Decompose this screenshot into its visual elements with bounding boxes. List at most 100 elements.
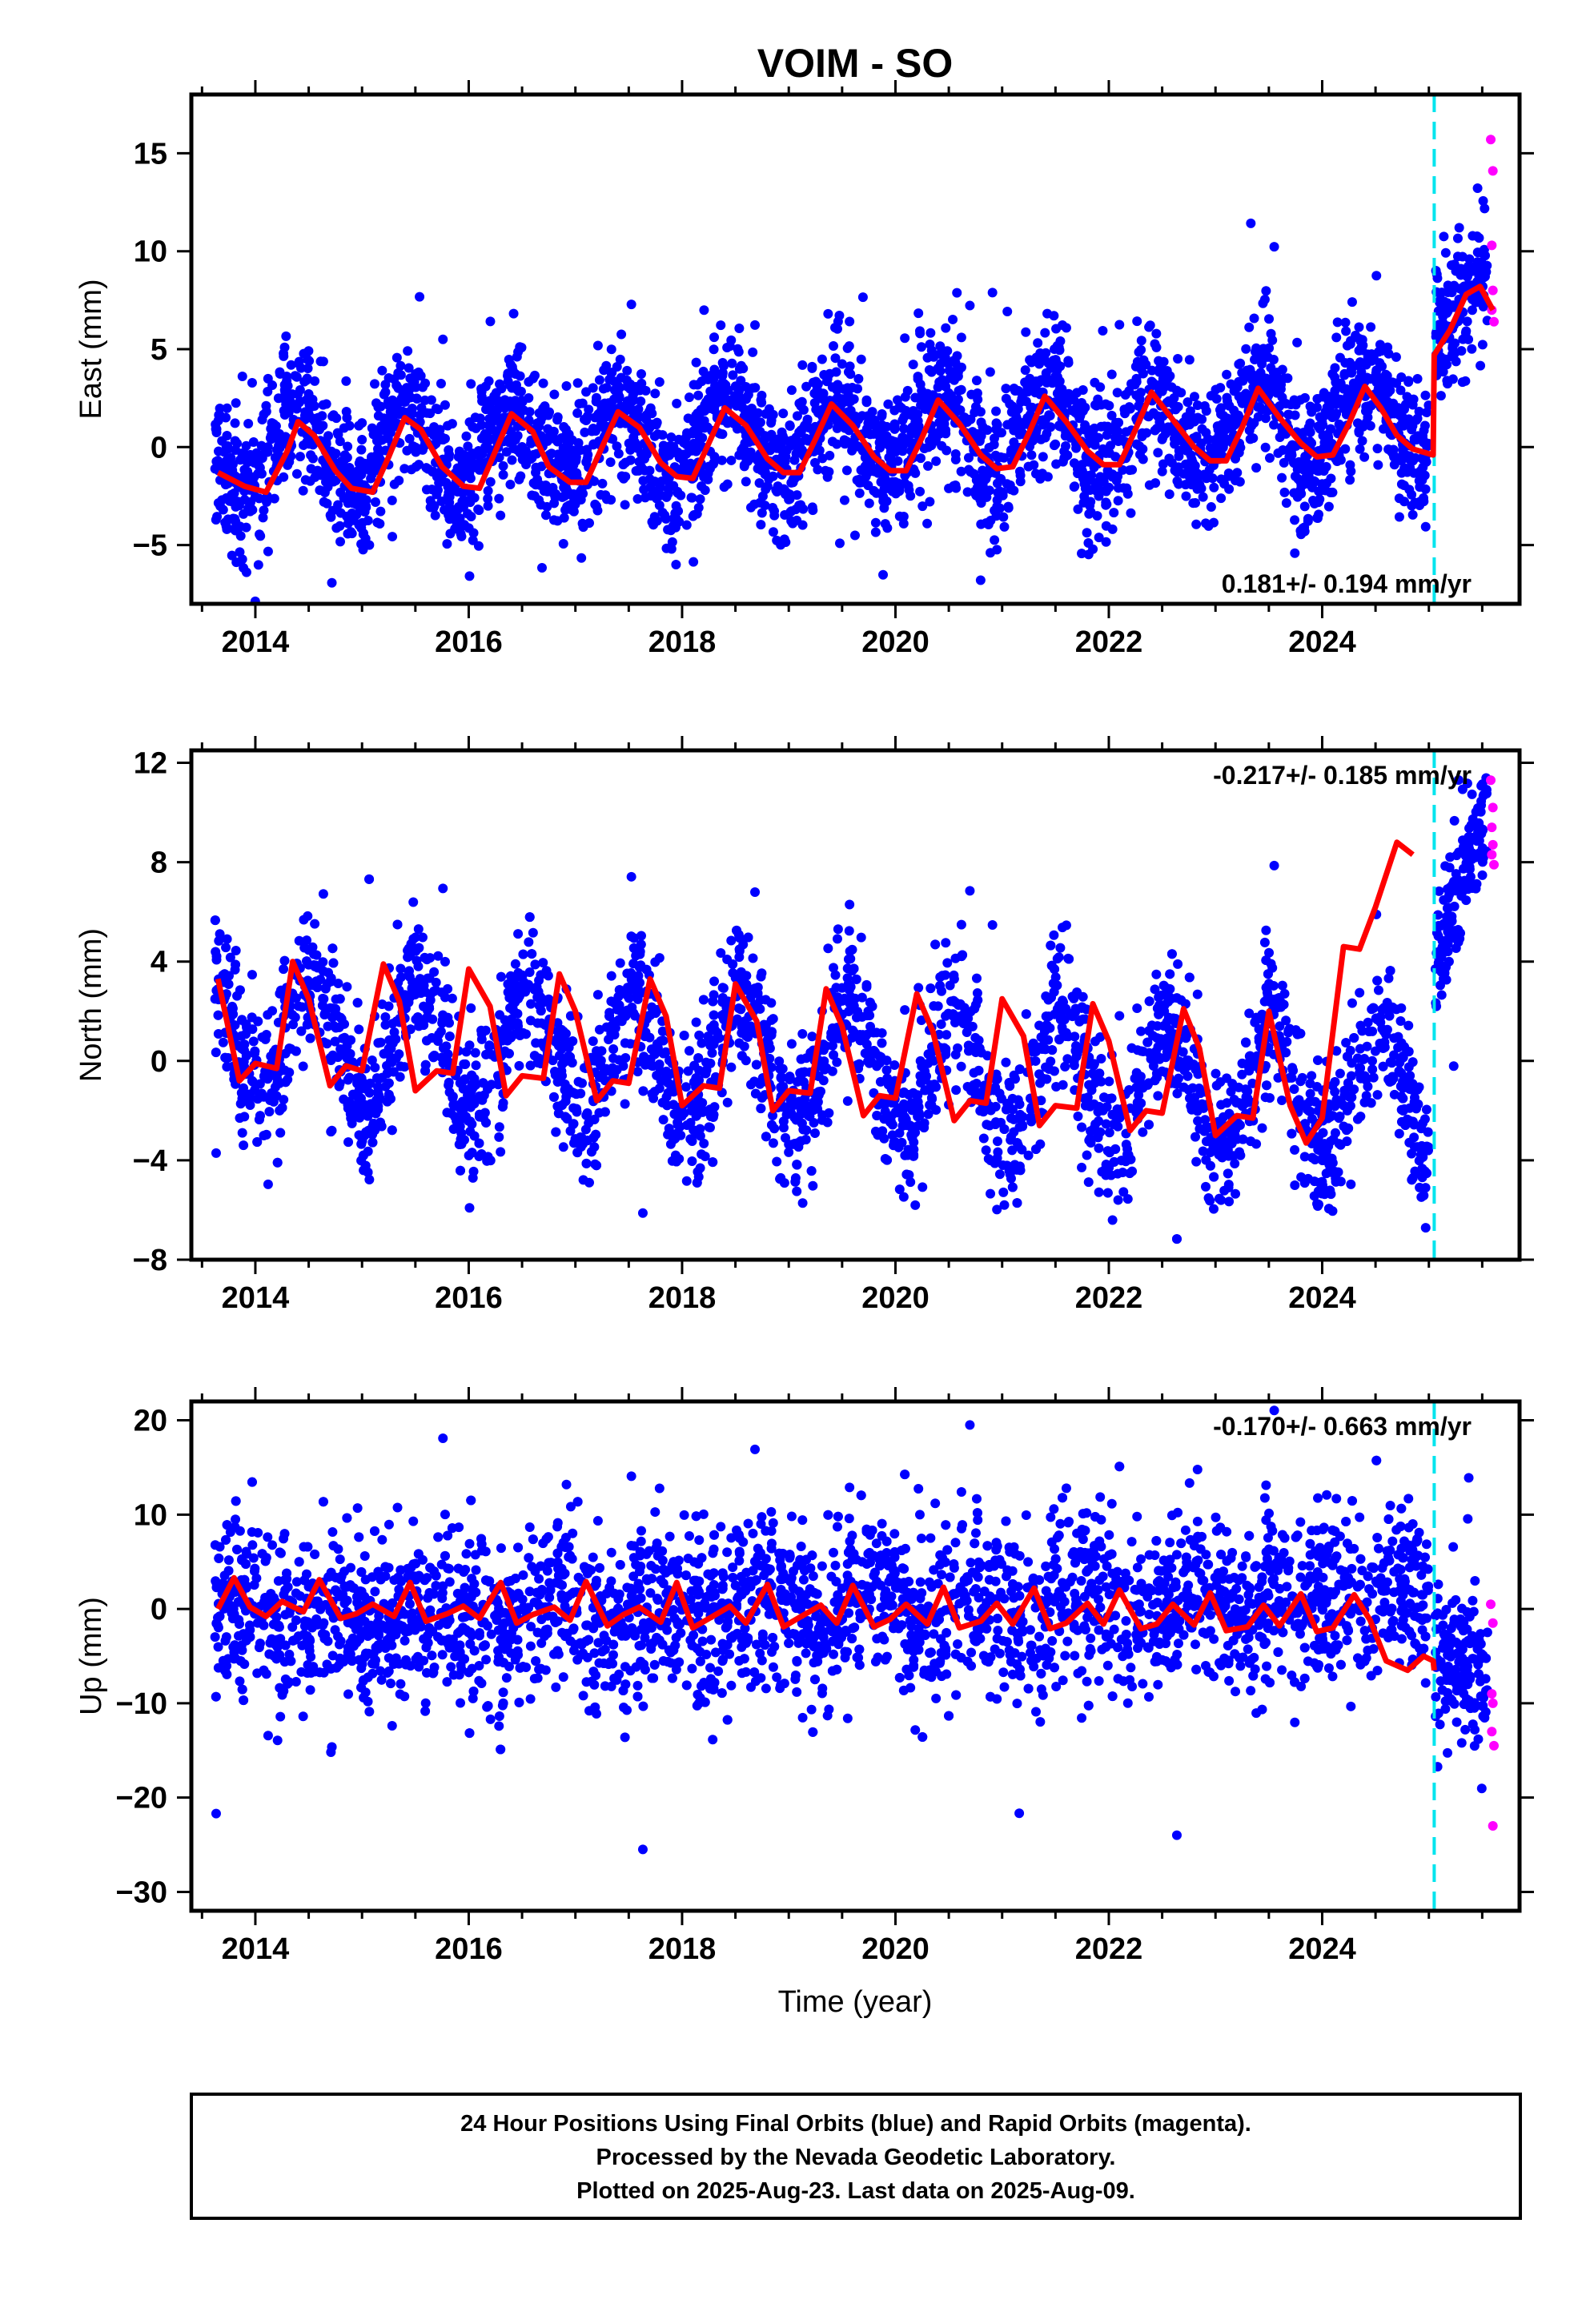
data-point [1234,376,1244,387]
data-point [709,373,719,384]
data-point [972,388,982,398]
data-point [613,448,624,459]
data-point [594,375,604,385]
data-point [1191,433,1201,444]
data-point [1420,390,1431,400]
data-point [1089,462,1099,472]
data-point [990,535,1000,545]
y-tick-label: 5 [151,333,167,367]
data-point [1173,462,1183,472]
data-point [306,464,316,474]
data-point [359,507,370,517]
data-point [1383,444,1394,455]
data-point [1084,509,1094,519]
data-point [302,375,312,385]
data-point [837,359,847,369]
data-point [1107,1215,1118,1225]
data-point [1049,440,1059,451]
data-point [496,510,506,521]
data-point [514,386,524,396]
data-point [1420,521,1431,532]
data-point [232,438,243,448]
data-point [468,449,478,460]
data-point [1226,379,1236,389]
data-point [373,448,383,459]
data-point [1158,374,1168,384]
y-tick-label: 10 [134,235,167,269]
data-point [1454,223,1464,233]
data-point [254,493,264,504]
data-point [971,376,982,386]
data-point [1330,411,1340,421]
data-point [889,476,900,487]
data-point [1355,378,1365,388]
data-point [875,443,885,453]
data-point [1339,384,1349,394]
data-point [956,332,966,343]
data-point [283,460,293,470]
data-point [728,967,738,978]
data-point [678,456,689,466]
data-point [1271,372,1282,382]
data-point [444,449,455,460]
data-point [733,347,744,357]
data-point [1041,348,1051,358]
data-point [261,406,271,416]
x-tick-label: 2020 [861,625,930,659]
data-point [729,418,739,428]
data-point [227,489,238,500]
data-point [465,497,476,508]
data-point [317,411,327,421]
data-point [1436,308,1447,318]
data-point [294,935,304,946]
data-point [295,452,305,462]
data-point [1264,314,1275,324]
data-point [1261,286,1271,296]
data-point [1210,435,1220,445]
data-point [514,1060,524,1071]
data-point [404,363,414,373]
data-point [280,407,291,417]
data-point [923,442,934,452]
data-point [1161,428,1171,439]
data-point [1070,481,1080,492]
data-point [1378,424,1388,434]
data-point [869,428,879,439]
data-point [393,383,404,393]
data-point [1449,280,1460,291]
data-point [1074,413,1085,424]
data-point [1148,377,1158,388]
data-point [1113,1195,1123,1205]
data-point [1371,271,1382,281]
data-point [1094,533,1104,543]
data-point [1033,338,1043,348]
data-point [845,316,855,327]
data-point [636,462,647,472]
data-point [845,899,855,910]
data-point [697,1038,707,1048]
data-point [1118,1187,1129,1197]
data-point [726,335,737,345]
data-point [1305,427,1315,437]
data-point [1076,398,1086,408]
data-point [1023,1150,1034,1160]
data-point [524,407,535,417]
data-point [1417,475,1427,485]
data-point [1304,436,1315,447]
data-point [1354,322,1364,332]
data-point [768,1111,778,1121]
data-point [1394,493,1404,504]
data-point [1268,355,1279,365]
data-point [1172,476,1182,486]
data-point [840,439,850,449]
data-point [215,403,225,413]
data-point [916,453,926,464]
data-point [1355,357,1365,368]
data-point [913,416,923,426]
data-point [588,383,598,393]
data-point [286,360,296,370]
data-point [1049,311,1059,321]
data-point [239,563,249,573]
data-point [1036,1096,1046,1106]
data-point [1477,248,1488,259]
